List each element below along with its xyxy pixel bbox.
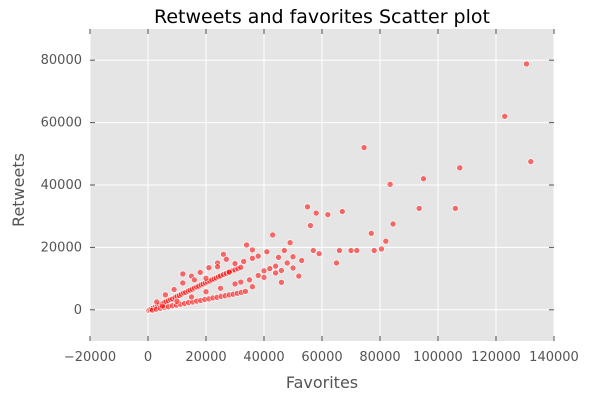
data-point bbox=[523, 60, 530, 68]
x-tick-label: 140000 bbox=[529, 350, 579, 365]
x-tick-label: 80000 bbox=[359, 350, 400, 365]
data-point bbox=[389, 220, 397, 228]
data-points bbox=[145, 60, 535, 314]
data-point bbox=[360, 144, 368, 151]
data-point bbox=[289, 253, 297, 261]
data-point bbox=[254, 252, 262, 260]
data-point bbox=[153, 298, 160, 306]
data-point bbox=[280, 247, 288, 254]
data-point bbox=[309, 247, 317, 254]
data-point bbox=[275, 254, 282, 261]
y-tick-label: 40000 bbox=[41, 178, 82, 193]
data-point bbox=[254, 272, 262, 279]
y-tick-label: 20000 bbox=[41, 240, 82, 255]
data-point bbox=[370, 247, 378, 254]
data-point bbox=[240, 258, 247, 265]
data-point bbox=[220, 250, 227, 258]
data-point bbox=[347, 247, 355, 254]
data-point bbox=[260, 274, 268, 281]
data-point bbox=[191, 276, 198, 284]
data-point bbox=[260, 267, 268, 275]
data-point bbox=[315, 250, 323, 257]
data-point bbox=[289, 264, 297, 272]
axis-ticks: −20000 0 20000 40000 60000 80000 100000 120000 1… bbox=[41, 29, 579, 365]
data-point bbox=[246, 276, 253, 284]
data-point bbox=[162, 291, 169, 299]
y-axis-label: Retweets bbox=[9, 153, 28, 227]
data-point bbox=[353, 247, 361, 254]
data-point bbox=[272, 262, 279, 270]
data-point bbox=[382, 237, 390, 245]
data-point bbox=[266, 265, 274, 272]
chart-title: Retweets and favorites Scatter plot bbox=[154, 6, 490, 28]
x-tick-label: 100000 bbox=[413, 350, 463, 365]
x-tick-label: 60000 bbox=[301, 350, 342, 365]
data-point bbox=[249, 283, 256, 291]
data-point bbox=[378, 245, 385, 253]
data-point bbox=[415, 205, 423, 212]
data-point bbox=[367, 230, 375, 237]
data-point bbox=[217, 284, 224, 292]
data-point bbox=[420, 175, 427, 183]
data-point bbox=[249, 255, 256, 262]
x-axis-label: Favorites bbox=[286, 373, 358, 392]
x-tick-label: 40000 bbox=[243, 350, 284, 365]
data-point bbox=[237, 278, 245, 286]
data-point bbox=[386, 181, 394, 188]
data-point bbox=[338, 208, 346, 215]
data-point bbox=[202, 274, 210, 282]
data-point bbox=[223, 255, 230, 263]
data-point bbox=[263, 248, 271, 256]
data-point bbox=[188, 293, 195, 301]
y-tick-label: 80000 bbox=[41, 53, 82, 68]
data-point bbox=[214, 263, 221, 271]
x-tick-label: −20000 bbox=[64, 350, 116, 365]
data-point bbox=[179, 270, 187, 278]
data-point bbox=[278, 279, 285, 286]
data-point bbox=[269, 231, 277, 239]
data-point bbox=[159, 302, 166, 310]
x-tick-label: 0 bbox=[144, 350, 152, 365]
data-point bbox=[170, 286, 178, 293]
data-point bbox=[456, 164, 464, 172]
data-point bbox=[286, 239, 294, 247]
data-point bbox=[205, 264, 213, 271]
data-point bbox=[243, 241, 250, 249]
data-point bbox=[231, 260, 239, 267]
data-point bbox=[179, 279, 187, 287]
y-tick-label: 60000 bbox=[41, 116, 82, 131]
data-point bbox=[249, 246, 256, 254]
data-point bbox=[237, 264, 245, 271]
data-point bbox=[452, 205, 459, 212]
data-point bbox=[295, 272, 303, 280]
data-point bbox=[527, 158, 535, 165]
data-point bbox=[283, 259, 291, 267]
data-point bbox=[307, 222, 314, 229]
data-point bbox=[501, 113, 509, 120]
data-point bbox=[202, 288, 210, 296]
grid-layer bbox=[89, 29, 555, 341]
y-tick-label: 0 bbox=[74, 303, 82, 318]
data-point bbox=[336, 247, 343, 254]
data-point bbox=[196, 269, 204, 276]
data-point bbox=[242, 288, 249, 295]
data-point bbox=[304, 203, 311, 211]
data-point bbox=[231, 280, 239, 288]
data-point bbox=[333, 259, 340, 267]
data-point bbox=[225, 268, 233, 276]
data-point bbox=[324, 211, 332, 218]
data-point bbox=[312, 209, 320, 217]
x-tick-label: 120000 bbox=[471, 350, 521, 365]
data-point bbox=[298, 257, 306, 264]
x-tick-label: 20000 bbox=[185, 350, 226, 365]
data-point bbox=[278, 267, 285, 274]
data-point bbox=[272, 269, 279, 277]
data-point bbox=[173, 298, 181, 305]
